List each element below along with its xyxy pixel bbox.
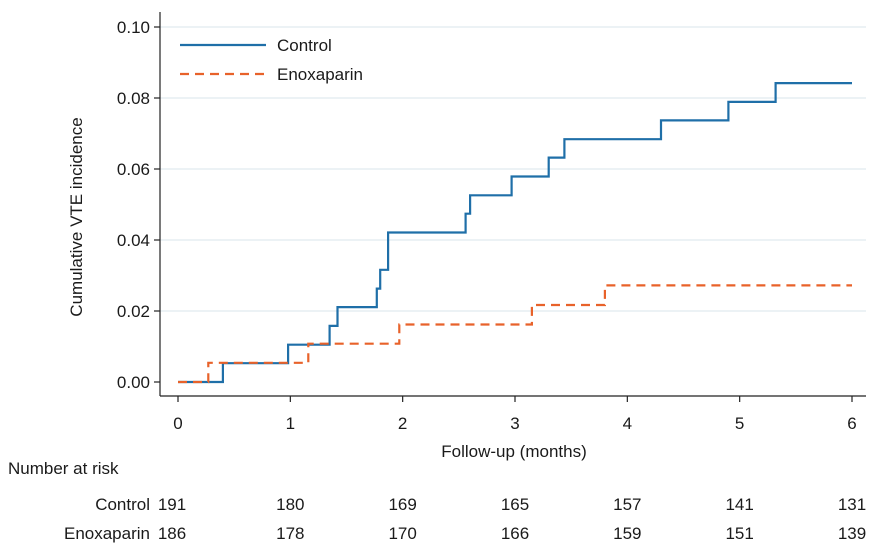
x-tick-label: 4	[623, 414, 632, 433]
risk-value: 186	[158, 524, 186, 543]
risk-value: 131	[838, 495, 866, 514]
risk-row-label-enoxaparin: Enoxaparin	[64, 524, 150, 543]
risk-value: 178	[276, 524, 304, 543]
risk-value: 169	[388, 495, 416, 514]
risk-value: 165	[501, 495, 529, 514]
series-line-enoxaparin	[178, 284, 852, 384]
risk-value: 141	[725, 495, 753, 514]
x-tick-label: 3	[510, 414, 519, 433]
y-tick-label: 0.00	[117, 373, 150, 392]
risk-table: Number at risk Control 191 180 169 165 157 141…	[8, 459, 866, 543]
x-tick-label: 2	[398, 414, 407, 433]
y-tick-label: 0.06	[117, 160, 150, 179]
risk-table-title: Number at risk	[8, 459, 119, 478]
risk-value: 159	[613, 524, 641, 543]
series-line-control	[178, 82, 852, 384]
y-tick-label: 0.08	[117, 89, 150, 108]
y-axis-title: Cumulative VTE incidence	[67, 117, 86, 316]
risk-value: 166	[501, 524, 529, 543]
x-axis-title: Follow-up (months)	[441, 442, 587, 461]
risk-value: 191	[158, 495, 186, 514]
x-tick-label: 5	[735, 414, 744, 433]
axes-layer: 0.00 0.02 0.04 0.06 0.08 0.10 0 1 2 3 4 5 6	[117, 12, 866, 433]
risk-value: 157	[613, 495, 641, 514]
y-tick-label: 0.10	[117, 18, 150, 37]
legend-label-control: Control	[277, 36, 332, 55]
risk-value: 170	[388, 524, 416, 543]
series-layer	[178, 82, 852, 384]
legend: Control Enoxaparin	[180, 36, 363, 84]
x-tick-label: 6	[847, 414, 856, 433]
legend-label-enoxaparin: Enoxaparin	[277, 65, 363, 84]
y-tick-label: 0.04	[117, 231, 150, 250]
y-tick-label: 0.02	[117, 302, 150, 321]
risk-value: 180	[276, 495, 304, 514]
risk-row-label-control: Control	[95, 495, 150, 514]
risk-value: 151	[725, 524, 753, 543]
risk-value: 139	[838, 524, 866, 543]
x-tick-label: 1	[286, 414, 295, 433]
x-tick-label: 0	[173, 414, 182, 433]
grid-layer	[160, 26, 866, 312]
